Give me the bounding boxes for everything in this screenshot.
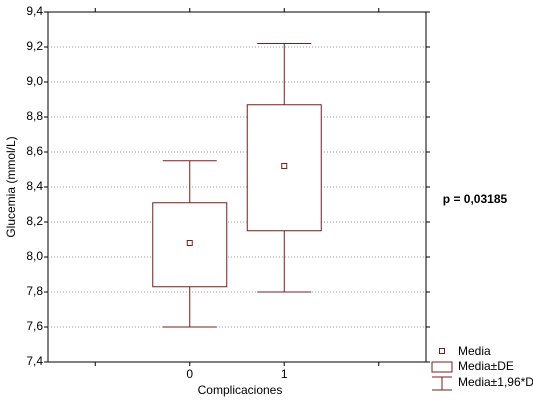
y-tick-label: 8,0 (26, 249, 43, 263)
annotation: p = 0,03185 (443, 192, 508, 206)
y-tick-label: 7,6 (26, 319, 43, 333)
legend-label: Media±1,96*DE (458, 375, 533, 389)
legend-label: Media±DE (458, 359, 514, 373)
legend-mean-symbol (439, 348, 445, 354)
x-tick-label: 0 (186, 367, 193, 381)
y-axis-label: Glucemia (mmol/L) (4, 136, 18, 237)
y-tick-label: 9,0 (26, 74, 43, 88)
x-tick-label: 1 (281, 367, 288, 381)
y-tick-label: 8,6 (26, 144, 43, 158)
legend-label: Media (458, 344, 491, 358)
y-tick-label: 8,4 (26, 179, 43, 193)
y-tick-label: 7,8 (26, 284, 43, 298)
y-tick-label: 7,4 (26, 354, 43, 368)
mean-marker (281, 163, 288, 169)
x-axis-label: Complicaciones (198, 383, 283, 397)
mean-marker (186, 240, 193, 246)
y-tick-label: 8,2 (26, 214, 43, 228)
y-tick-label: 9,4 (26, 4, 43, 18)
y-tick-label: 9,2 (26, 39, 43, 53)
legend-sd-symbol (431, 361, 453, 373)
y-tick-label: 8,8 (26, 109, 43, 123)
